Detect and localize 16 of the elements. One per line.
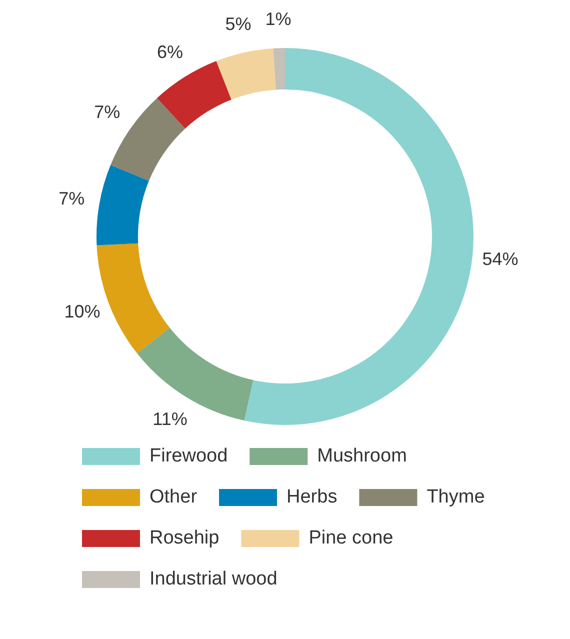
legend-label: Pine cone (308, 528, 394, 549)
data-label: 7% (94, 102, 120, 122)
data-label: 11% (152, 408, 188, 429)
legend-label: Herbs (286, 486, 338, 508)
data-label: 5% (225, 14, 252, 34)
legend-label: Mushroom (317, 446, 407, 467)
data-label: 10% (64, 301, 100, 322)
legend-label: Thyme (426, 486, 485, 508)
data-label: 1% (265, 9, 292, 30)
data-label: 6% (157, 42, 184, 62)
legend-label: Rosehip (150, 528, 220, 549)
data-label: 7% (58, 188, 85, 209)
legend-label: Firewood (150, 446, 228, 467)
data-label: 54% (482, 248, 518, 269)
legend-label: Industrial wood (150, 568, 278, 590)
legend-label: Other (150, 486, 198, 508)
